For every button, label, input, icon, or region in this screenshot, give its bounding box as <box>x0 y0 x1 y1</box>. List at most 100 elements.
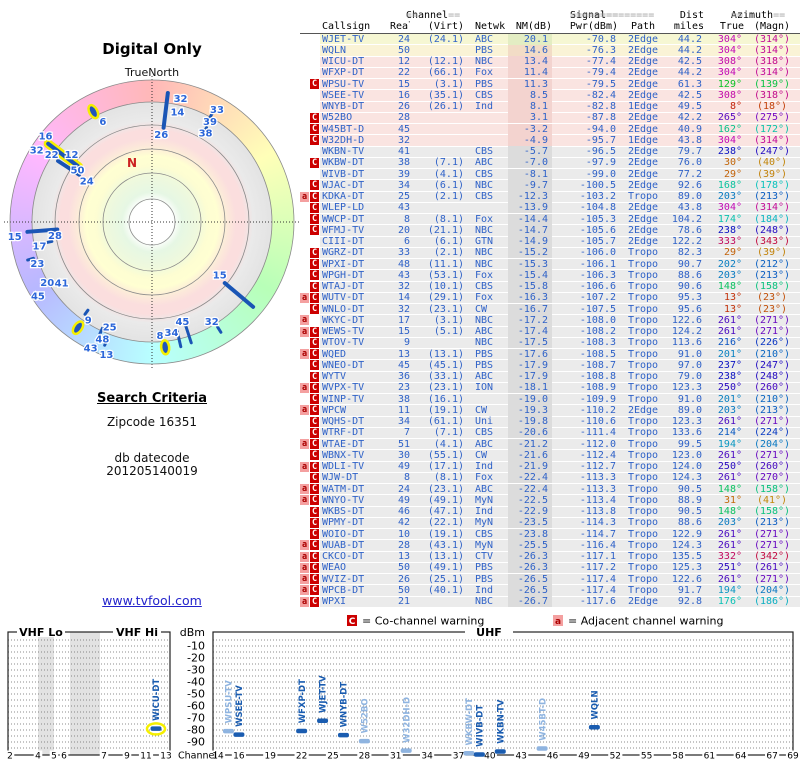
power-dbm: -108.0 <box>579 314 616 326</box>
azimuth-true: 238° <box>717 224 742 236</box>
azimuth-magnetic: (224°) <box>753 427 791 439</box>
table-row: a C WNYO-TV 49 (49.1) MyN -22.5 -113.4 Tropo 88.9… <box>300 494 800 507</box>
virtual-channel: (43.1) <box>427 539 464 551</box>
network: CBS <box>475 146 494 158</box>
band-section-label: VHF Lo <box>19 626 63 639</box>
network: CTV <box>475 551 494 563</box>
callsign: WUAB-DT <box>322 539 365 551</box>
signal-bar <box>317 718 329 723</box>
network: MyN <box>475 494 494 506</box>
azimuth-true: 162° <box>717 123 742 135</box>
callsign: WFMJ-TV <box>322 224 365 236</box>
station-tick <box>46 141 81 169</box>
callsign: WTAE-DT <box>322 438 365 450</box>
co-channel-warning-icon: C <box>310 562 319 573</box>
zipcode-value: Zipcode 16351 <box>106 415 198 429</box>
distance-miles: 135.5 <box>671 551 702 563</box>
co-channel-warning-icon: C <box>310 202 319 213</box>
callsign: WJW-DT <box>322 472 359 484</box>
real-channel: 14 <box>397 292 410 304</box>
signal-path: Tropo <box>627 539 659 551</box>
noise-margin: 11.4 <box>508 67 552 79</box>
signal-path: Tropo <box>627 562 659 574</box>
warning-markers: C <box>300 247 320 258</box>
bar-highlight <box>145 722 167 736</box>
power-dbm: -76.3 <box>585 44 616 56</box>
signal-bar <box>337 732 349 738</box>
channel-tick-label: 31 <box>390 752 401 762</box>
table-row: C WPXI-DT 48 (11.1) NBC -15.3 -106.1 Tropo 90.7 2… <box>300 258 800 271</box>
distance-miles: 43.8 <box>677 202 702 214</box>
network: CBS <box>475 281 494 293</box>
signal-bar <box>588 725 600 730</box>
channel-tick-label: 55 <box>641 752 652 762</box>
azimuth-magnetic: (213°) <box>753 404 791 416</box>
power-dbm: -107.2 <box>579 292 616 304</box>
dbm-axis-title: dBm <box>180 626 205 639</box>
station-ellipse-highlight <box>87 103 100 120</box>
virtual-channel: (55.1) <box>427 449 464 461</box>
table-row: WIVB-DT 39 (4.1) CBS -8.1 -99.0 2Edge 77.2 29° (3… <box>300 168 800 181</box>
distance-miles: 89.0 <box>677 191 702 203</box>
co-channel-warning-icon: C <box>310 517 319 528</box>
network: NBC <box>475 56 494 68</box>
bar-callsign-label: WKBN-TV <box>496 699 506 744</box>
radar-channel-label: 32 <box>174 94 188 105</box>
real-channel: 24 <box>397 33 410 45</box>
tvfool-link[interactable]: www.tvfool.com <box>102 593 202 608</box>
callsign: WBNX-TV <box>322 449 365 461</box>
noise-margin: -17.2 <box>508 314 552 326</box>
distance-miles: 79.0 <box>677 371 702 383</box>
power-dbm: -82.8 <box>585 101 616 113</box>
network: NBC <box>475 596 494 608</box>
radar-channel-label: 41 <box>55 278 69 289</box>
warning-markers: C <box>300 157 320 168</box>
real-channel: 34 <box>397 416 410 428</box>
noise-margin: -14.7 <box>508 224 552 236</box>
azimuth-true: 304° <box>717 202 742 214</box>
signal-path: Tropo <box>627 371 659 383</box>
radar-channel-label: 22 <box>45 150 59 161</box>
svg-text:a: a <box>555 617 561 627</box>
adjacent-channel-warning-icon: a <box>300 382 309 393</box>
radar-channel-label: 14 <box>170 107 184 118</box>
table-row: a C WDLI-TV 49 (17.1) Ind -21.9 -112.7 Tropo 124.… <box>300 461 800 473</box>
azimuth-magnetic: (260°) <box>753 461 791 473</box>
adjacent-channel-warning-icon: a <box>300 315 309 326</box>
azimuth-magnetic: (41°) <box>756 494 788 506</box>
noise-margin: -17.4 <box>508 326 552 338</box>
distance-miles: 44.2 <box>677 44 702 56</box>
callsign: WPXI <box>322 596 347 608</box>
azimuth-true: 29° <box>723 168 742 180</box>
noise-margin: 20.1 <box>508 33 552 45</box>
network: Fox <box>475 269 494 281</box>
channel-tick-label: 14 <box>212 752 224 762</box>
signal-path: 2Edge <box>627 179 659 191</box>
azimuth-true: 308° <box>717 89 742 101</box>
noise-margin: -26.3 <box>508 562 552 574</box>
noise-margin: 8.1 <box>508 101 552 113</box>
signal-bar <box>494 749 506 754</box>
real-channel: 46 <box>397 506 410 518</box>
distance-miles: 42.2 <box>677 112 702 124</box>
noise-margin: -4.9 <box>508 134 552 146</box>
channel-tick-label: 28 <box>359 752 371 762</box>
co-channel-warning-icon: C <box>310 259 319 270</box>
callsign: W45BT-D <box>322 123 365 135</box>
callsign: W52BO <box>322 112 353 124</box>
signal-path: 2Edge <box>627 213 659 225</box>
station-tick <box>45 239 54 244</box>
table-row: C WPGH-DT 43 (53.1) Fox -15.4 -106.3 Tropo 88.6 2… <box>300 269 800 282</box>
distance-miles: 89.0 <box>677 404 702 416</box>
virtual-channel: (19.1) <box>427 528 464 540</box>
noise-margin: -19.3 <box>508 404 552 416</box>
table-row: a C WPCW 11 (19.1) CW -19.3 -110.2 2Edge 89.0 203°… <box>300 404 800 417</box>
callsign: WQED <box>322 348 347 360</box>
distance-miles: 90.5 <box>677 506 702 518</box>
co-channel-warning-icon: C <box>310 304 319 315</box>
azimuth-true: 203° <box>717 404 742 416</box>
noise-margin: -14.9 <box>508 236 552 248</box>
noise-margin: -16.3 <box>508 292 552 304</box>
co-channel-warning-icon: C <box>310 472 319 483</box>
signal-path: Tropo <box>627 191 659 203</box>
